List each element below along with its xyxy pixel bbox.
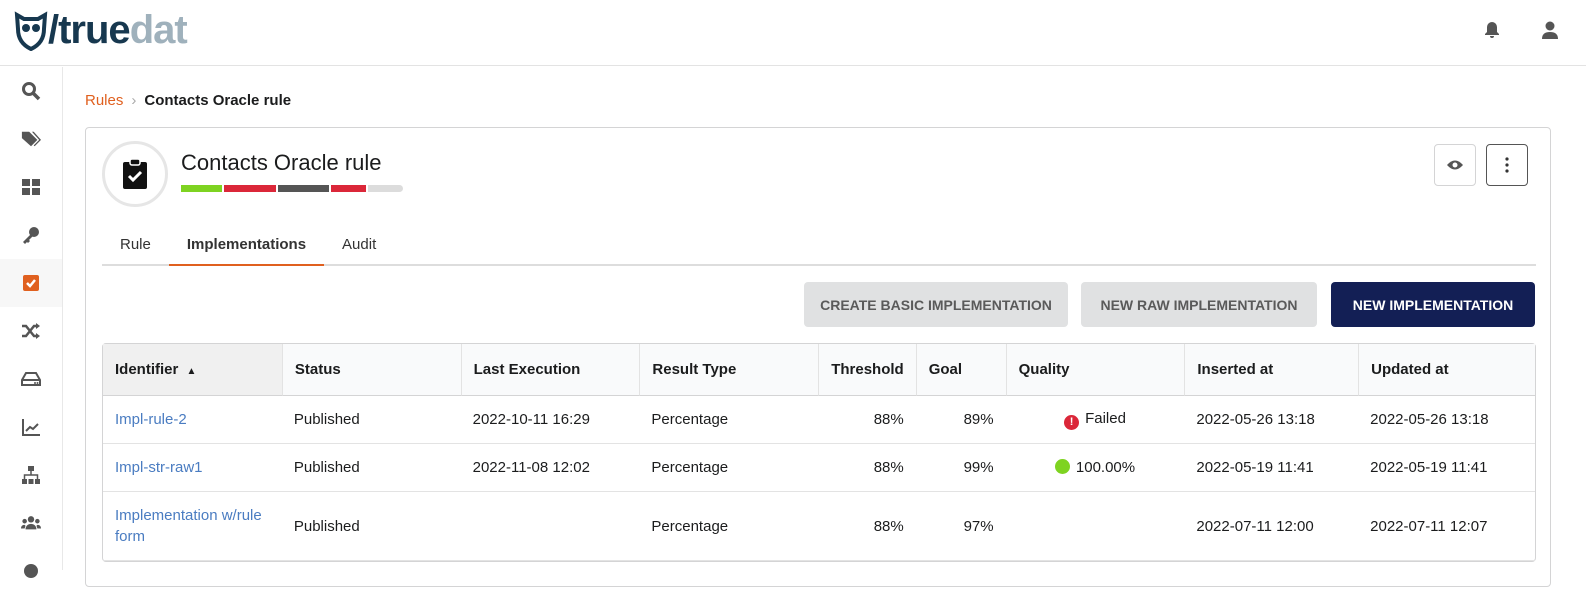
threshold-cell: 88% xyxy=(818,444,916,492)
rules-check-icon xyxy=(23,275,39,291)
result-type-cell: Percentage xyxy=(639,492,819,561)
last-execution-cell: 2022-10-11 16:29 xyxy=(460,396,640,444)
dashboard-icon xyxy=(22,179,40,195)
quality-cell: 100.00% xyxy=(1005,444,1185,492)
settings-icon xyxy=(24,564,38,578)
status-cell: Published xyxy=(281,492,461,561)
quality-cell: ! Failed xyxy=(1005,396,1185,444)
search-icon xyxy=(22,82,41,101)
quality-bar-segment xyxy=(224,185,276,192)
column-header-result-type[interactable]: Result Type xyxy=(639,344,819,396)
table-row[interactable]: Implementation w/rule form Published Per… xyxy=(103,492,1535,561)
breadcrumb-rules-link[interactable]: Rules xyxy=(85,92,124,109)
inserted-at-cell: 2022-07-11 12:00 xyxy=(1184,492,1359,561)
column-header-quality[interactable]: Quality xyxy=(1005,344,1185,396)
rule-tabs: Rule Implementations Audit xyxy=(102,230,1536,266)
implementation-link[interactable]: Impl-str-raw1 xyxy=(115,459,203,476)
bell-icon[interactable] xyxy=(1482,20,1502,40)
sidebar-item-taxonomy[interactable] xyxy=(0,451,62,499)
quality-bar-segment xyxy=(368,185,403,192)
last-execution-cell: 2022-11-08 12:02 xyxy=(460,444,640,492)
breadcrumb: Rules › Contacts Oracle rule xyxy=(85,92,291,109)
sidebar-item-users[interactable] xyxy=(0,499,62,547)
sidebar-item-search[interactable] xyxy=(0,67,62,115)
goal-cell: 99% xyxy=(915,444,1006,492)
table-row[interactable]: Impl-rule-2 Published 2022-10-11 16:29 P… xyxy=(103,396,1535,444)
goal-cell: 89% xyxy=(915,396,1006,444)
ellipsis-vertical-icon xyxy=(1505,157,1509,173)
breadcrumb-current: Contacts Oracle rule xyxy=(144,92,292,109)
implementation-link[interactable]: Implementation w/rule form xyxy=(115,507,262,545)
quality-bar-segment xyxy=(331,185,366,192)
result-type-cell: Percentage xyxy=(639,444,819,492)
tab-rule[interactable]: Rule xyxy=(120,236,151,253)
updated-at-cell: 2022-05-26 13:18 xyxy=(1358,396,1535,444)
sidebar-item-tags[interactable] xyxy=(0,115,62,163)
result-type-cell: Percentage xyxy=(639,396,819,444)
column-header-updated-at[interactable]: Updated at xyxy=(1358,344,1535,396)
rule-avatar xyxy=(102,141,168,207)
quality-bar-segment xyxy=(278,185,329,192)
tab-implementations[interactable]: Implementations xyxy=(168,230,325,266)
sidebar-item-dashboard[interactable] xyxy=(0,163,62,211)
column-header-identifier[interactable]: Identifier ▲ xyxy=(103,344,282,396)
hierarchy-icon xyxy=(22,466,40,484)
user-icon[interactable] xyxy=(1540,20,1560,40)
inserted-at-cell: 2022-05-19 11:41 xyxy=(1184,444,1359,492)
new-implementation-button[interactable]: NEW IMPLEMENTATION xyxy=(1331,282,1535,327)
shuffle-icon xyxy=(22,323,40,339)
more-options-button[interactable] xyxy=(1486,144,1528,186)
error-icon: ! xyxy=(1064,414,1080,430)
truedat-logo[interactable]: /true dat xyxy=(14,8,188,53)
quality-bar-segment xyxy=(181,185,222,192)
implementation-link[interactable]: Impl-rule-2 xyxy=(115,411,187,428)
rule-title: Contacts Oracle rule xyxy=(181,150,382,175)
sidebar-item-structures[interactable] xyxy=(0,355,62,403)
table-row[interactable]: Impl-str-raw1 Published 2022-11-08 12:02… xyxy=(103,444,1535,492)
quality-cell xyxy=(1005,492,1185,561)
success-dot-icon xyxy=(1054,459,1070,474)
sidebar-item-key[interactable] xyxy=(0,211,62,259)
last-execution-cell xyxy=(460,492,640,561)
quality-bar xyxy=(181,185,403,192)
breadcrumb-separator-icon: › xyxy=(131,92,137,109)
chart-icon xyxy=(22,419,40,436)
column-header-threshold[interactable]: Threshold xyxy=(818,344,916,396)
status-cell: Published xyxy=(281,444,461,492)
column-header-inserted-at[interactable]: Inserted at xyxy=(1184,344,1359,396)
updated-at-cell: 2022-05-19 11:41 xyxy=(1358,444,1535,492)
new-raw-implementation-button[interactable]: NEW RAW IMPLEMENTATION xyxy=(1081,282,1317,327)
column-header-status[interactable]: Status xyxy=(281,344,461,396)
sidebar xyxy=(0,67,63,578)
rule-card: Contacts Oracle rule Rule Implementation… xyxy=(85,127,1551,587)
storage-icon xyxy=(21,372,41,386)
sidebar-item-lineage[interactable] xyxy=(0,307,62,355)
implementations-table: Identifier ▲ Status Last Execution Resul… xyxy=(102,343,1536,562)
eye-icon xyxy=(1447,160,1463,170)
tab-audit[interactable]: Audit xyxy=(342,236,377,253)
column-header-last-execution[interactable]: Last Execution xyxy=(460,344,640,396)
sidebar-item-settings[interactable] xyxy=(0,547,62,595)
column-header-goal[interactable]: Goal xyxy=(915,344,1006,396)
goal-cell: 97% xyxy=(915,492,1006,561)
updated-at-cell: 2022-07-11 12:07 xyxy=(1358,492,1535,561)
clipboard-check-icon xyxy=(123,158,147,189)
create-basic-implementation-button[interactable]: CREATE BASIC IMPLEMENTATION xyxy=(804,282,1068,327)
top-header: /true dat xyxy=(0,0,1586,66)
logo-text-true: /true xyxy=(48,8,131,52)
tags-icon xyxy=(21,131,41,147)
status-cell: Published xyxy=(281,396,461,444)
key-icon xyxy=(23,227,39,244)
users-icon xyxy=(21,516,41,530)
table-header-row: Identifier ▲ Status Last Execution Resul… xyxy=(103,344,1535,396)
sort-ascending-icon: ▲ xyxy=(186,366,197,377)
logo-text-dat: dat xyxy=(129,8,188,52)
subscribe-button[interactable] xyxy=(1434,144,1476,186)
owl-logo-icon xyxy=(14,10,48,51)
sidebar-item-rules[interactable] xyxy=(0,259,62,307)
inserted-at-cell: 2022-05-26 13:18 xyxy=(1184,396,1359,444)
sidebar-item-quality[interactable] xyxy=(0,403,62,451)
threshold-cell: 88% xyxy=(818,396,916,444)
threshold-cell: 88% xyxy=(818,492,916,561)
